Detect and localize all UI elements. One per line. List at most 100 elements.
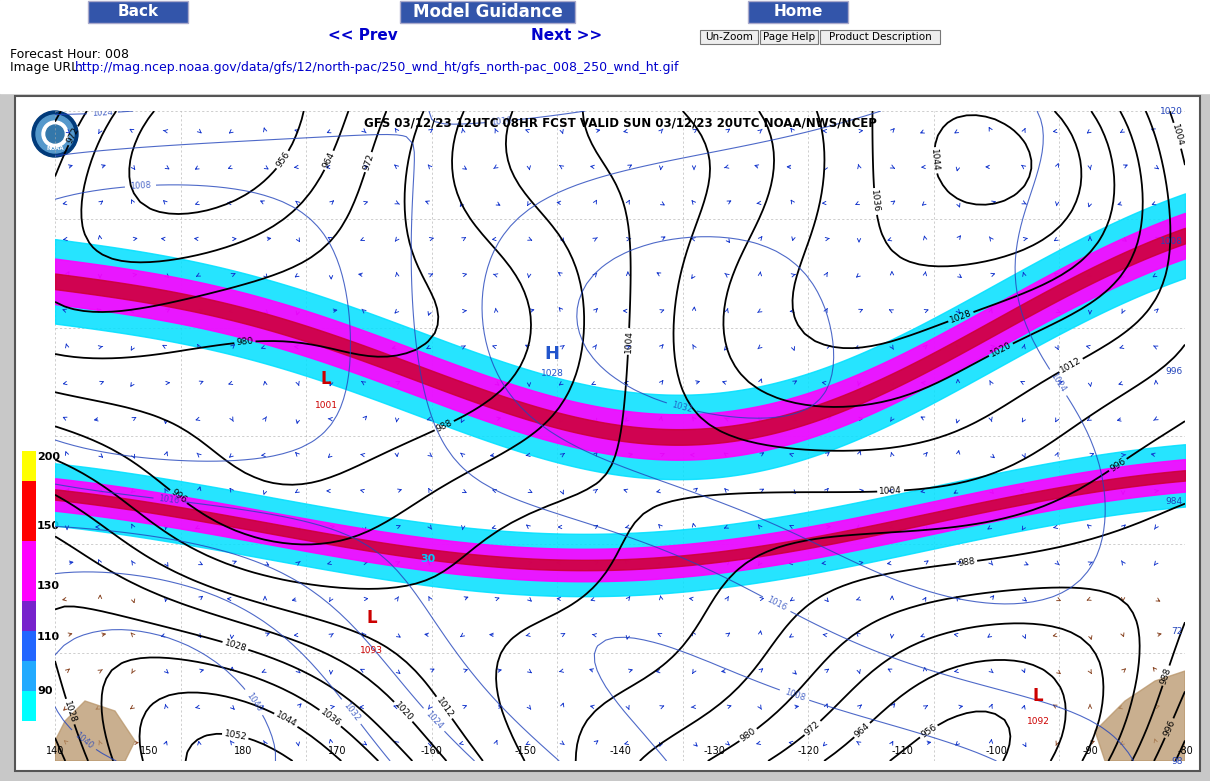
Bar [22, 571, 36, 601]
Bar [22, 691, 36, 721]
Text: 1032: 1032 [670, 401, 693, 415]
Text: 1044: 1044 [273, 711, 298, 729]
Text: 1024: 1024 [92, 108, 114, 118]
Text: 1008: 1008 [129, 180, 151, 191]
Polygon shape [1095, 671, 1185, 761]
Text: 90: 90 [38, 686, 52, 696]
Text: 972: 972 [65, 126, 81, 145]
Text: 964: 964 [853, 721, 871, 739]
Text: 996: 996 [1165, 366, 1183, 376]
Text: 98: 98 [1171, 757, 1183, 765]
Text: 980: 980 [738, 726, 757, 744]
Text: 988: 988 [1159, 666, 1172, 685]
Bar [22, 601, 36, 631]
Text: 988: 988 [434, 418, 454, 433]
Bar [22, 511, 36, 541]
Text: Product Description: Product Description [829, 32, 932, 42]
FancyBboxPatch shape [401, 1, 575, 23]
Text: 1004: 1004 [1170, 123, 1185, 148]
Text: Model Guidance: Model Guidance [413, 3, 563, 21]
Text: 1052: 1052 [224, 729, 248, 741]
Text: 1028: 1028 [63, 699, 77, 724]
Text: 996: 996 [1108, 456, 1128, 473]
Text: -110: -110 [892, 746, 914, 756]
Text: << Prev: << Prev [328, 28, 398, 44]
Text: 1028: 1028 [223, 638, 248, 654]
Text: Next >>: Next >> [531, 28, 603, 44]
Text: 150: 150 [38, 521, 60, 531]
FancyBboxPatch shape [760, 30, 818, 44]
Text: 1012: 1012 [1059, 356, 1083, 375]
Text: 980: 980 [236, 337, 254, 348]
FancyBboxPatch shape [701, 30, 757, 44]
Text: L: L [367, 609, 376, 627]
Text: 1020: 1020 [1160, 106, 1183, 116]
Text: -100: -100 [986, 746, 1008, 756]
Text: 1036: 1036 [318, 708, 342, 729]
Text: 956: 956 [918, 722, 938, 740]
Text: 1040: 1040 [244, 690, 264, 713]
Text: 964: 964 [322, 151, 336, 170]
Text: -120: -120 [797, 746, 819, 756]
Text: 1028: 1028 [541, 369, 564, 378]
Text: 1012: 1012 [434, 696, 455, 719]
Bar [22, 631, 36, 661]
Text: H: H [544, 344, 560, 362]
Text: Un-Zoom: Un-Zoom [705, 32, 753, 42]
Text: -130: -130 [703, 746, 725, 756]
Text: 140: 140 [46, 746, 64, 756]
Circle shape [46, 125, 64, 143]
Bar [22, 481, 36, 511]
Text: Back: Back [117, 5, 159, 20]
Text: 150: 150 [140, 746, 159, 756]
Text: 1044: 1044 [929, 148, 940, 172]
Text: L: L [321, 370, 332, 388]
Text: 1008: 1008 [783, 687, 806, 703]
Text: 1020: 1020 [392, 701, 415, 723]
Text: 72: 72 [1171, 626, 1183, 636]
Text: Page Help: Page Help [764, 32, 816, 42]
Text: GFS 03/12/23 12UTC 08HR FCST VALID SUN 03/12/23 20UTC NOAA/NWS/NCEP: GFS 03/12/23 12UTC 08HR FCST VALID SUN 0… [363, 117, 876, 130]
Text: Forecast Hour: 008: Forecast Hour: 008 [10, 48, 129, 62]
Text: 130: 130 [38, 581, 60, 591]
Text: 1036: 1036 [870, 190, 881, 213]
Polygon shape [54, 701, 136, 761]
Bar [22, 451, 36, 481]
Text: -150: -150 [514, 746, 537, 756]
Text: 1024: 1024 [424, 709, 444, 731]
Text: 972: 972 [803, 719, 822, 737]
Text: 988: 988 [957, 557, 975, 568]
Text: http://mag.ncep.noaa.gov/data/gfs/12/north-pac/250_wnd_ht/gfs_north-pac_008_250_: http://mag.ncep.noaa.gov/data/gfs/12/nor… [75, 62, 680, 74]
Text: L: L [1033, 687, 1043, 705]
Text: 1032: 1032 [341, 701, 362, 722]
Text: 1028: 1028 [949, 308, 973, 325]
Text: 1092: 1092 [1026, 718, 1049, 726]
Bar [22, 541, 36, 571]
Text: 1008: 1008 [1160, 237, 1183, 245]
FancyBboxPatch shape [820, 30, 940, 44]
Text: -80: -80 [1177, 746, 1193, 756]
Text: 972: 972 [362, 152, 375, 172]
FancyBboxPatch shape [748, 1, 848, 23]
Text: 1040: 1040 [73, 730, 94, 751]
FancyBboxPatch shape [88, 1, 188, 23]
Text: -140: -140 [609, 746, 630, 756]
Text: 996: 996 [169, 488, 188, 505]
Text: 200: 200 [38, 452, 60, 462]
Text: 110: 110 [38, 632, 60, 642]
Bar [15, 96, 1200, 771]
Text: Image URL:: Image URL: [10, 62, 86, 74]
Text: 180: 180 [235, 746, 253, 756]
Text: 170: 170 [328, 746, 347, 756]
Text: 956: 956 [275, 150, 292, 169]
Text: -160: -160 [421, 746, 443, 756]
Text: 1001: 1001 [315, 401, 338, 409]
Text: 1024: 1024 [1049, 371, 1067, 394]
Text: NOAA: NOAA [46, 145, 64, 151]
Circle shape [42, 121, 68, 147]
Bar [0, 0, 1210, 93]
Circle shape [36, 115, 74, 153]
Text: 1016: 1016 [490, 116, 512, 127]
Text: 1004: 1004 [878, 486, 903, 496]
Text: 30: 30 [420, 555, 436, 565]
